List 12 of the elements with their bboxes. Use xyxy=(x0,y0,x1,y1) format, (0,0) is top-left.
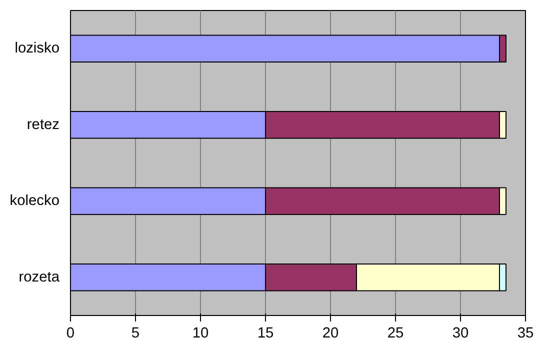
y-tick-label: lozisko xyxy=(14,40,60,57)
y-tick-label: kolecko xyxy=(10,193,60,210)
x-tick-label: 35 xyxy=(517,326,534,342)
x-tick-label: 30 xyxy=(452,326,469,342)
y-tick-label: rozeta xyxy=(18,269,60,286)
x-tick-label: 0 xyxy=(66,326,75,342)
x-tick-label: 10 xyxy=(192,326,209,342)
x-tick-label: 15 xyxy=(257,326,274,342)
y-tick-label: retez xyxy=(26,116,60,133)
x-tick-label: 20 xyxy=(322,326,339,342)
x-tick-label: 5 xyxy=(131,326,140,342)
x-tick-label: 25 xyxy=(387,326,404,342)
